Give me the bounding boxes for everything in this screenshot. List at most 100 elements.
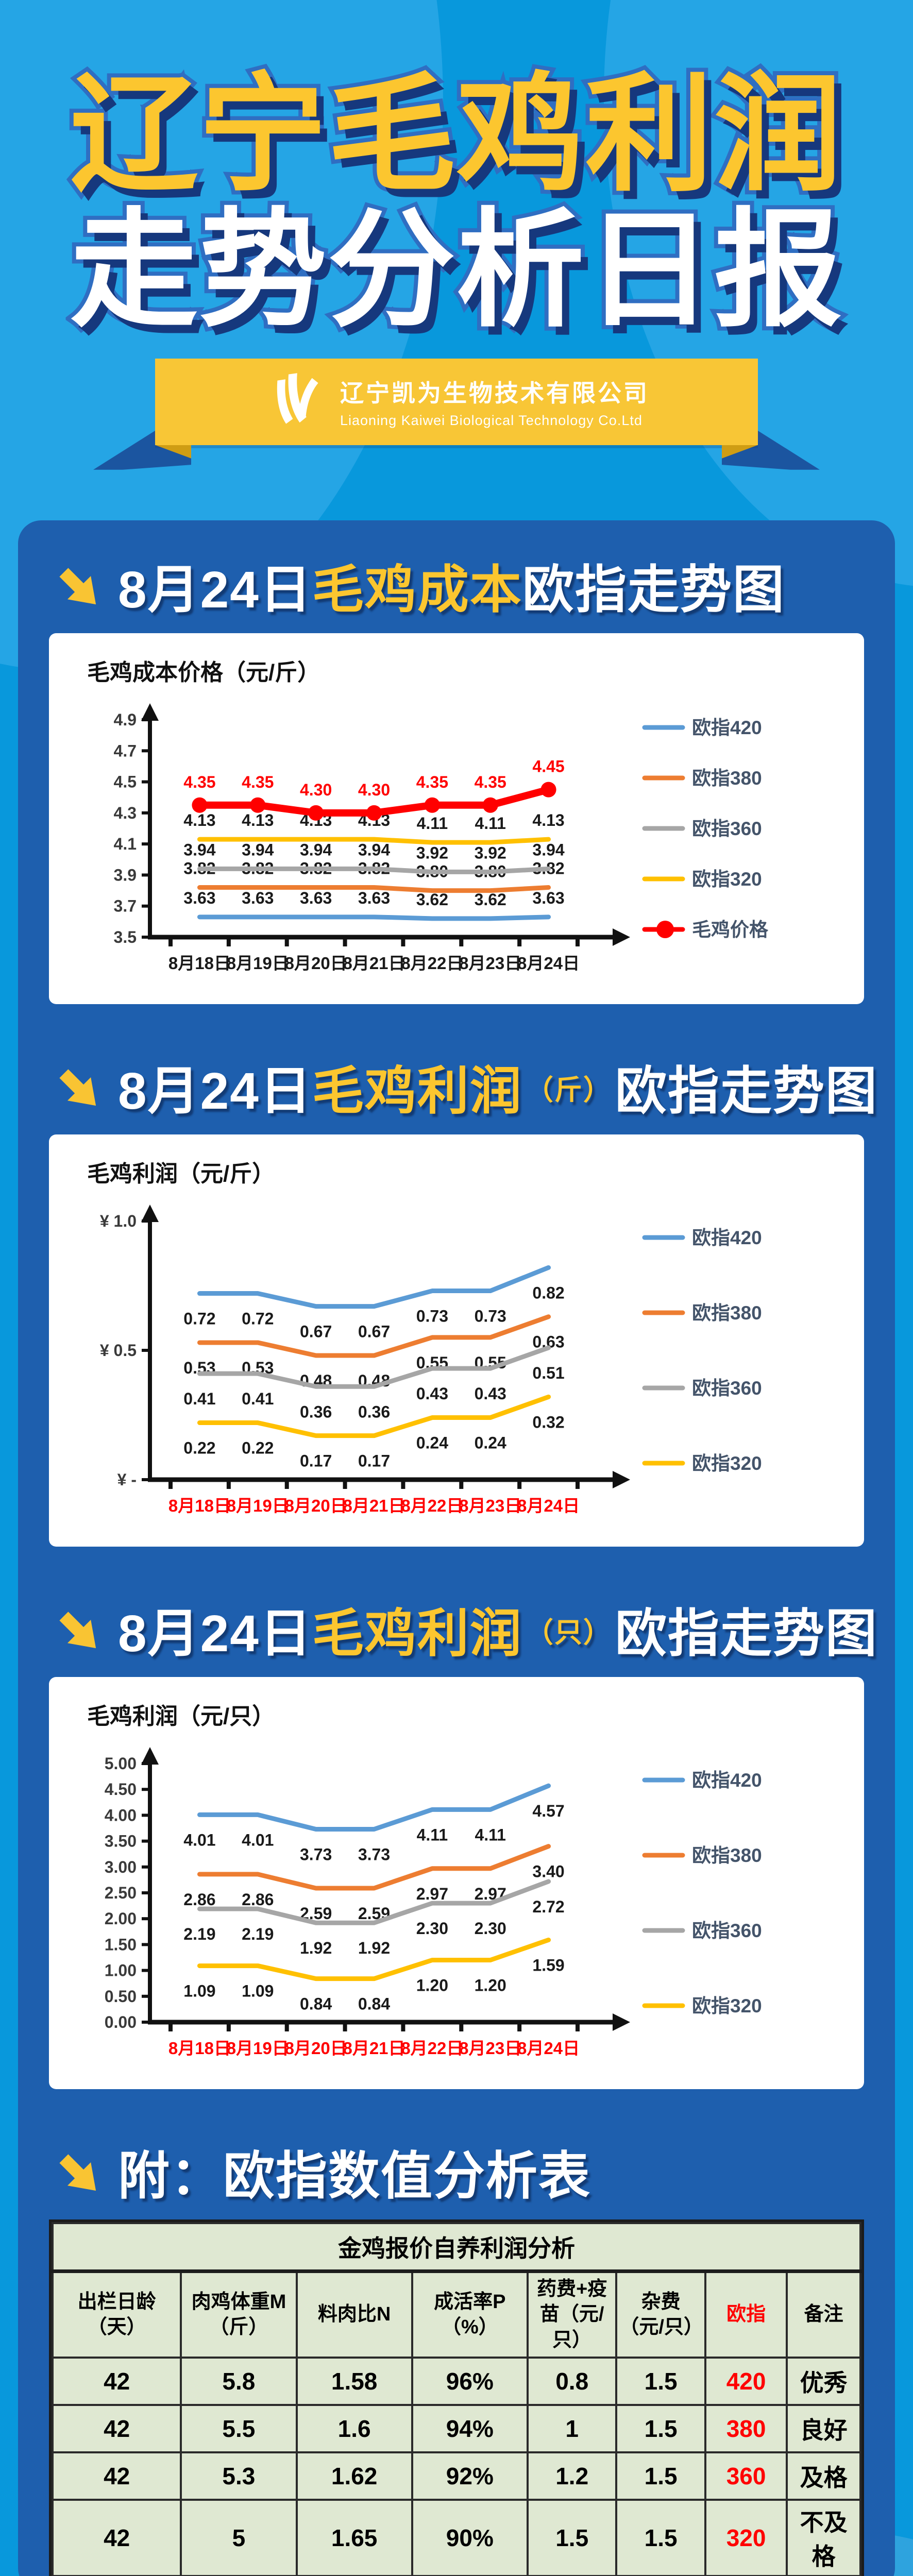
table-header-cell: 杂费（元/只） [615,2270,706,2359]
svg-text:8月22日: 8月22日 [401,954,463,973]
svg-text:0.50: 0.50 [105,1987,137,2006]
svg-text:3.63: 3.63 [300,889,332,907]
profit-jin-chart-card: 毛鸡利润（元/斤） ¥ 1.0 ¥ 0.5 ¥ -8月18日 8月19日 8月20日 8月… [49,1134,864,1547]
table-cell: 1.2 [526,2451,618,2501]
table-header-cell: 料肉比N [295,2270,413,2359]
svg-text:8月19日: 8月19日 [227,2039,289,2058]
svg-text:4.9: 4.9 [114,710,137,729]
svg-text:0.73: 0.73 [475,1307,506,1326]
svg-text:4.11: 4.11 [475,1825,506,1844]
svg-text:2.30: 2.30 [416,1919,448,1938]
svg-text:0.22: 0.22 [242,1439,274,1458]
svg-text:欧指380: 欧指380 [692,768,762,789]
down-right-arrow-icon [55,564,105,616]
company-name-en: Liaoning Kaiwei Biological Technology Co… [340,413,643,429]
svg-text:3.94: 3.94 [242,840,274,859]
table-header-cell: 肉鸡体重M（斤） [180,2270,298,2359]
svg-text:0.43: 0.43 [416,1384,448,1403]
table-cell: 1.5 [526,2499,618,2576]
down-right-arrow-icon [55,1065,105,1117]
svg-text:8月18日: 8月18日 [168,2039,231,2058]
svg-text:0.67: 0.67 [358,1323,390,1341]
table-cell: 42 [51,2357,182,2406]
table-row: 42 5.8 1.58 96% 0.8 1.5 420 优秀 [51,2357,861,2406]
svg-text:4.30: 4.30 [358,781,390,799]
table-title: 金鸡报价自养利润分析 [52,2222,861,2273]
svg-text:8月21日: 8月21日 [343,1496,405,1515]
table-cell: 380 [704,2404,788,2453]
table-cell: 5.5 [180,2404,298,2453]
svg-text:3.62: 3.62 [416,890,448,909]
svg-text:4.45: 4.45 [532,757,564,776]
svg-text:0.84: 0.84 [300,1995,332,2013]
svg-text:0.51: 0.51 [532,1364,564,1382]
svg-text:8月19日: 8月19日 [227,1496,289,1515]
svg-text:3.5: 3.5 [114,928,137,946]
svg-text:¥ 0.5: ¥ 0.5 [100,1341,137,1360]
svg-text:1.92: 1.92 [300,1939,332,1957]
table-header-cell: 出栏日龄（天） [51,2270,182,2359]
svg-text:3.94: 3.94 [532,840,564,859]
svg-text:4.13: 4.13 [532,811,564,829]
section-heading-table: 附：欧指数值分析表 [18,2137,895,2219]
svg-text:3.73: 3.73 [300,1845,332,1864]
svg-text:3.63: 3.63 [183,889,215,907]
svg-text:4.11: 4.11 [475,814,506,833]
svg-text:4.35: 4.35 [475,773,506,791]
svg-text:4.01: 4.01 [242,1831,274,1849]
svg-text:8月21日: 8月21日 [343,954,405,973]
main-panel: 8月24日毛鸡成本欧指走势图 毛鸡成本价格（元/斤） 3.5 3.7 3.9 4.1 4… [18,520,895,2576]
section-title: 8月24日毛鸡利润 （斤）欧指走势图 [118,1062,878,1120]
svg-text:8月22日: 8月22日 [401,1496,463,1515]
svg-text:¥ -: ¥ - [117,1470,137,1489]
company-logo-icon [264,369,326,434]
table-cell: 1.58 [295,2357,413,2406]
svg-text:4.35: 4.35 [242,773,274,791]
table-row: 42 5.3 1.62 92% 1.2 1.5 360 及格 [51,2451,861,2501]
svg-text:欧指420: 欧指420 [692,1227,762,1248]
svg-text:0.24: 0.24 [416,1434,448,1452]
svg-text:8月21日: 8月21日 [343,2039,405,2058]
table-cell: 320 [704,2499,788,2576]
table-cell: 1.5 [615,2451,706,2501]
table-cell: 5 [180,2499,298,2576]
table-cell: 42 [51,2499,182,2576]
table-cell: 1.5 [615,2404,706,2453]
svg-text:2.00: 2.00 [105,1909,137,1928]
svg-text:2.50: 2.50 [105,1884,137,1902]
svg-text:8月20日: 8月20日 [285,954,347,973]
svg-text:欧指420: 欧指420 [692,1770,762,1791]
company-banner: 辽宁凯为生物技术有限公司 Liaoning Kaiwei Biological … [155,358,758,459]
table-cell: 5.8 [180,2357,298,2406]
table-cell: 90% [411,2499,529,2576]
svg-text:2.19: 2.19 [242,1925,274,1943]
profit-per-jin-chart: ¥ 1.0 ¥ 0.5 ¥ -8月18日 8月19日 8月20日 8月21日 8月22日 8月… [73,1193,840,1533]
svg-text:3.50: 3.50 [105,1832,137,1851]
svg-text:3.73: 3.73 [358,1845,390,1864]
header: 辽宁毛鸡利润 走势分析日报 辽宁凯为生物技术有限公司 Liaoning Kaiw… [0,0,913,520]
section-title: 附：欧指数值分析表 [118,2147,591,2205]
section-title: 8月24日毛鸡利润 （只）欧指走势图 [118,1604,878,1663]
down-right-arrow-icon [55,1607,105,1659]
svg-text:3.63: 3.63 [532,889,564,907]
svg-text:8月18日: 8月18日 [168,954,231,973]
chart-title: 毛鸡利润（元/斤） [87,1161,275,1187]
svg-text:8月24日: 8月24日 [517,2039,580,2058]
svg-text:1.59: 1.59 [532,1956,564,1974]
svg-text:0.32: 0.32 [532,1413,564,1431]
company-name-cn: 辽宁凯为生物技术有限公司 [340,380,649,407]
svg-text:0.24: 0.24 [475,1434,506,1452]
svg-text:1.00: 1.00 [105,1961,137,1980]
table-cell: 良好 [786,2404,861,2453]
chart-title: 毛鸡利润（元/只） [87,1704,275,1729]
svg-text:5.00: 5.00 [105,1754,137,1773]
svg-text:4.11: 4.11 [417,814,448,833]
svg-text:2.86: 2.86 [183,1890,215,1909]
svg-text:欧指360: 欧指360 [692,818,762,839]
svg-text:1.20: 1.20 [416,1976,448,1995]
table-cell: 94% [411,2404,529,2453]
svg-text:3.94: 3.94 [183,840,215,859]
svg-text:4.1: 4.1 [114,835,137,853]
svg-text:1.92: 1.92 [358,1939,390,1957]
section-heading-cost: 8月24日毛鸡成本欧指走势图 [18,550,895,633]
